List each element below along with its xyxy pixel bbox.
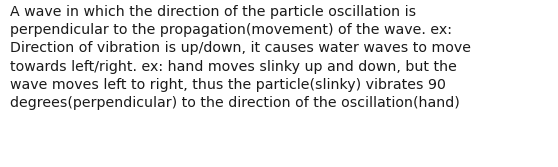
Text: A wave in which the direction of the particle oscillation is
perpendicular to th: A wave in which the direction of the par… [10, 5, 471, 110]
